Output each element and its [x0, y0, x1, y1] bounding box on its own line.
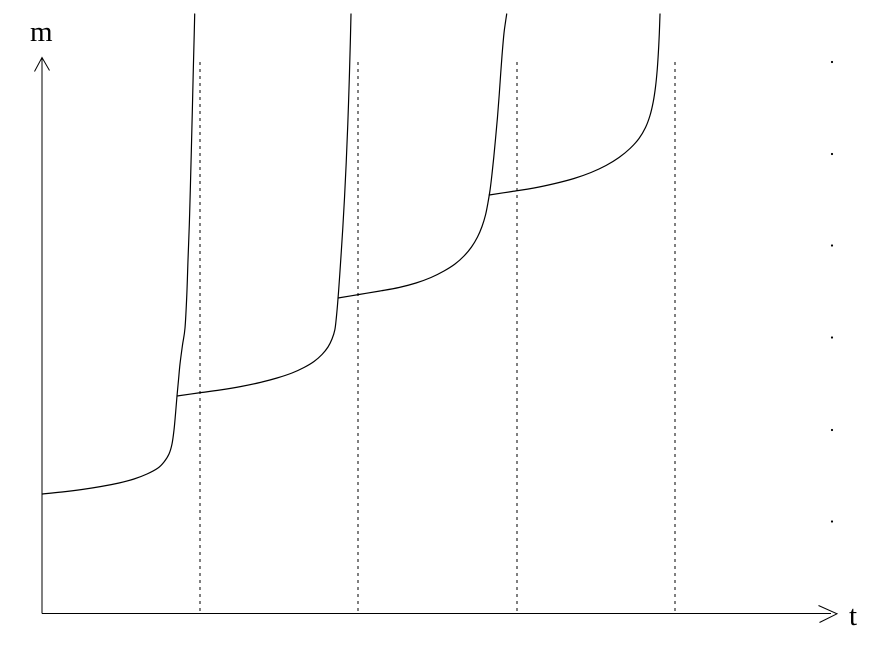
continuation-dot — [830, 152, 834, 156]
solution-branch-2 — [176, 13, 352, 397]
continuation-dot — [830, 520, 834, 523]
solution-branch-4 — [488, 13, 661, 196]
x-axis-label: t — [849, 600, 857, 632]
continuation-dot — [830, 336, 834, 339]
solution-branch-3 — [337, 13, 508, 299]
continuation-dot — [830, 244, 834, 247]
x-axis-arrowhead — [818, 605, 839, 623]
y-axis-label: m — [30, 16, 53, 48]
y-axis-arrowhead — [34, 56, 50, 72]
blowup-time-dotted-lines — [199, 62, 676, 612]
solution-curves — [41, 13, 661, 495]
continuation-dot — [830, 428, 834, 432]
continuation-dots — [830, 60, 834, 523]
continuation-dot — [830, 60, 834, 64]
axes — [34, 56, 839, 623]
solution-branch-1 — [41, 13, 196, 495]
